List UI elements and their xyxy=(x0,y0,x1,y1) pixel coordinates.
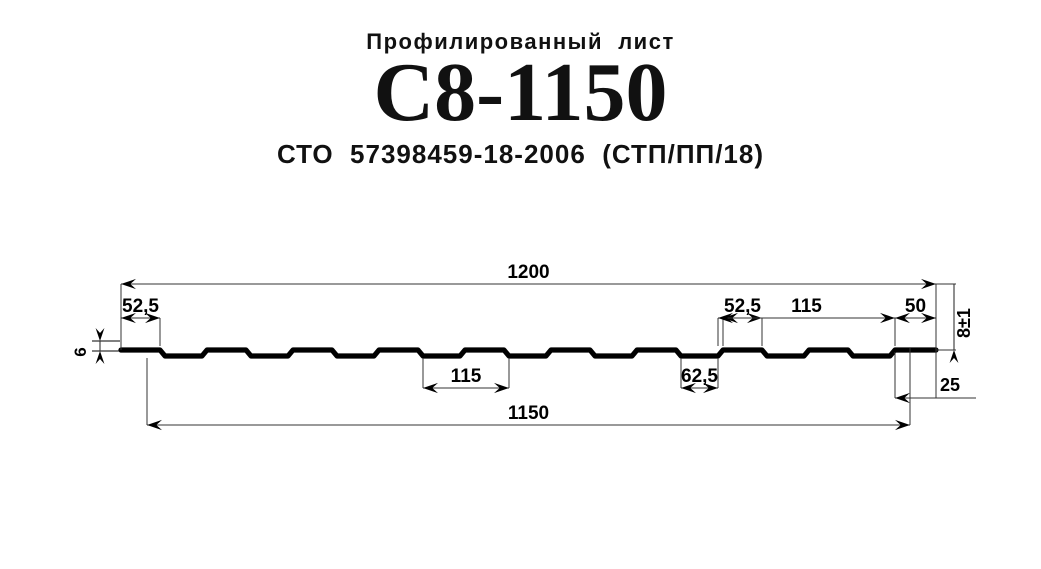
svg-text:8±1: 8±1 xyxy=(954,308,974,338)
svg-text:115: 115 xyxy=(791,296,822,317)
svg-text:50: 50 xyxy=(905,296,926,317)
svg-text:1150: 1150 xyxy=(508,403,549,424)
svg-text:6: 6 xyxy=(71,347,90,356)
svg-text:52,5: 52,5 xyxy=(122,296,159,317)
svg-text:115: 115 xyxy=(451,366,482,387)
svg-text:62,5: 62,5 xyxy=(681,366,718,387)
svg-text:52,5: 52,5 xyxy=(724,296,761,317)
svg-text:1200: 1200 xyxy=(507,262,549,283)
svg-text:25: 25 xyxy=(940,375,960,395)
